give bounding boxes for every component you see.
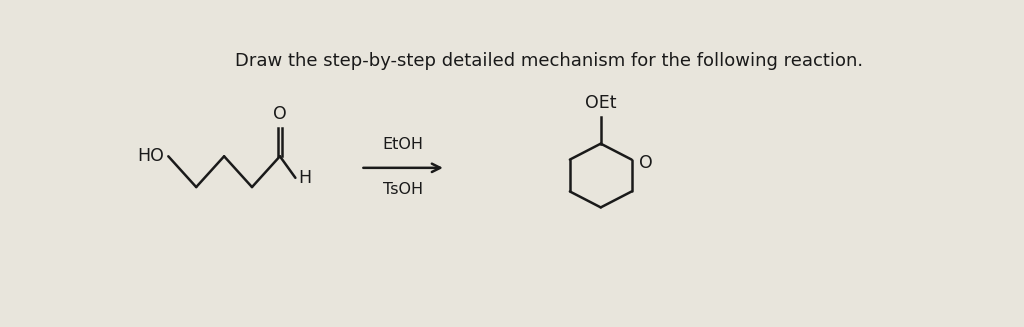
Text: H: H <box>299 169 311 187</box>
Text: O: O <box>639 154 652 172</box>
Text: Draw the step-by-step detailed mechanism for the following reaction.: Draw the step-by-step detailed mechanism… <box>234 52 862 70</box>
Text: TsOH: TsOH <box>383 182 423 197</box>
Text: OEt: OEt <box>585 94 616 112</box>
Text: HO: HO <box>137 147 165 165</box>
Text: O: O <box>273 105 287 123</box>
Text: EtOH: EtOH <box>383 137 424 152</box>
